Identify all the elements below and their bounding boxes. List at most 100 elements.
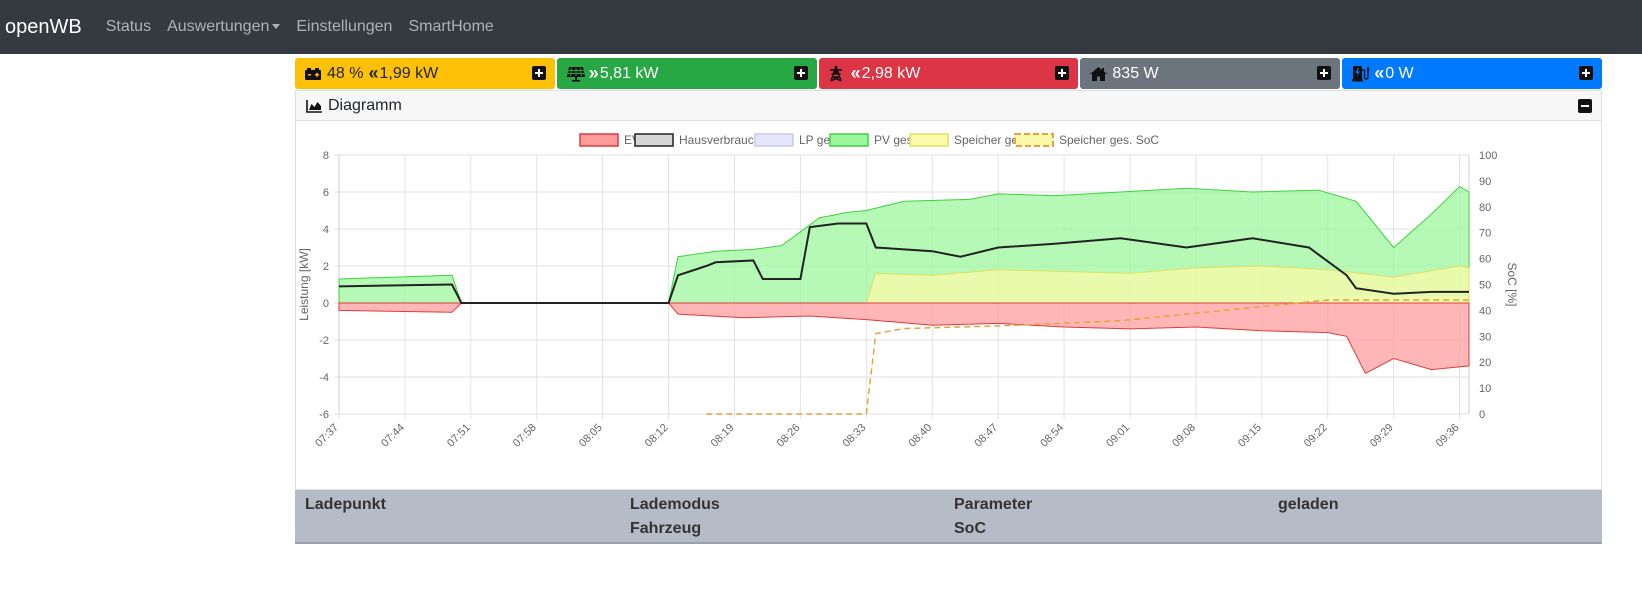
expand-plus-icon[interactable] [793,66,808,80]
x-tick-label: 07:44 [379,422,407,450]
solar-panel-icon [566,66,586,82]
arrow-right-icon: » [588,63,599,83]
chargepoint-table-header: Ladepunkt Lademodus Fahrzeug Parameter S… [295,490,1602,544]
legend-swatch [579,133,619,147]
brand-logo[interactable]: openWB [5,15,82,38]
house-power-value: 835 W [1112,64,1159,82]
y-axis-title: Leistung [kW] [297,248,311,321]
y2-tick-label: 90 [1479,176,1491,188]
expand-plus-icon[interactable] [531,66,546,80]
tile-pv[interactable]: » 5,81 kW [556,58,817,89]
col-ladepunkt: Ladepunkt [305,496,386,513]
legend-swatch [1014,133,1054,147]
battery-power-value: 1,99 kW [379,64,439,82]
x-tick-label: 08:19 [709,422,737,450]
tile-battery[interactable]: 48 % « 1,99 kW [295,58,555,89]
charging-station-icon [1351,66,1371,82]
expand-plus-icon[interactable] [1578,66,1593,80]
y2-tick-label: 100 [1479,150,1497,162]
col-fahrzeug: Fahrzeug [630,520,702,537]
arrow-left-icon: « [368,63,378,83]
y2-tick-label: 50 [1479,280,1491,292]
legend-label: Hausverbrauch [679,133,760,147]
tile-chargepoint[interactable]: « 0 W [1342,58,1602,89]
arrow-left-icon: « [850,63,861,83]
legend-swatch [754,133,794,147]
arrow-left-icon: « [1374,63,1384,83]
x-tick-label: 09:29 [1368,422,1396,450]
y2-tick-label: 70 [1479,228,1491,240]
x-tick-label: 08:54 [1038,422,1066,450]
y2-tick-label: 20 [1479,357,1491,369]
series-area-evu [338,302,1470,374]
series-line-speicher-ges-soc [706,299,1469,415]
chargepoint-power-value: 0 W [1385,64,1414,82]
y2-tick-label: 0 [1479,409,1485,421]
x-tick-label: 07:37 [313,422,341,450]
grid-power-value: 2,98 kW [861,64,921,82]
y2-tick-label: 10 [1479,383,1491,395]
y2-axis-title: SoC [%] [1505,262,1519,306]
y2-tick-label: 30 [1479,331,1491,343]
x-tick-label: 09:01 [1104,422,1132,450]
power-chart: EVUHausverbrauchLP ges.PV ges.Speicher g… [297,133,1519,450]
power-grid-icon [828,65,848,82]
tile-house[interactable]: 835 W [1080,58,1341,89]
diagram-card: Diagramm EVUHausverbrauchLP ges.PV ges.S… [295,90,1602,490]
series-line-hausverbrauch [338,222,1469,304]
y-tick-label: 6 [323,187,329,199]
x-tick-label: 09:08 [1170,422,1198,450]
x-tick-label: 08:26 [775,422,803,450]
col-lademodus: Lademodus [630,496,720,513]
nav-smarthome[interactable]: SmartHome [408,18,494,35]
y-tick-label: -2 [319,335,329,347]
x-tick-label: 07:51 [445,422,473,450]
tile-grid[interactable]: « 2,98 kW [818,58,1079,89]
x-tick-label: 08:33 [841,422,869,450]
x-tick-label: 08:05 [577,422,605,450]
col-soc: SoC [954,520,986,537]
caret-down-icon [272,24,281,30]
legend-label: PV ges. [874,133,916,147]
pv-power-value: 5,81 kW [599,64,659,82]
x-tick-label: 09:15 [1236,422,1264,450]
y-tick-label: 8 [323,150,329,162]
y-tick-label: 0 [323,298,329,310]
col-geladen: geladen [1278,496,1339,513]
legend-swatch [909,133,949,147]
diagram-card-header: Diagramm [296,91,1601,121]
x-tick-label: 08:40 [906,422,934,450]
expand-plus-icon[interactable] [1317,66,1332,80]
nav-auswertungen-dropdown[interactable]: Auswertungen [167,18,281,36]
chart-area-icon [306,99,323,113]
col-parameter: Parameter [954,496,1033,513]
y2-tick-label: 80 [1479,202,1491,214]
diagram-title: Diagramm [328,96,402,114]
battery-soc: 48 % [327,64,364,82]
top-navbar: openWB Status Auswertungen Einstellungen… [0,0,1642,54]
car-battery-icon [304,66,324,82]
expand-plus-icon[interactable] [1055,66,1070,80]
nav-status[interactable]: Status [105,18,152,35]
x-tick-label: 07:58 [511,422,539,450]
house-icon [1089,66,1109,82]
y2-tick-label: 40 [1479,305,1491,317]
legend-swatch [634,133,674,147]
x-tick-label: 08:12 [643,422,671,450]
collapse-minus-icon[interactable] [1578,99,1592,113]
x-tick-label: 09:22 [1302,422,1330,450]
legend-label: Speicher ges. [954,133,1027,147]
legend-swatch [829,133,869,147]
y2-tick-label: 60 [1479,254,1491,266]
y-tick-label: -6 [319,409,329,421]
x-tick-label: 08:47 [972,422,1000,450]
y-tick-label: 4 [323,224,329,236]
nav-auswertungen-label: Auswertungen [167,18,270,35]
y-tick-label: -4 [319,372,329,384]
legend-label: Speicher ges. SoC [1059,133,1159,147]
x-tick-label: 09:36 [1434,422,1462,450]
series-area-speicher-ges- [865,265,1470,304]
y-tick-label: 2 [323,261,329,273]
status-tiles: 48 % « 1,99 kW » 5,81 kW « 2,98 kW 835 W… [295,58,1602,89]
nav-einstellungen[interactable]: Einstellungen [296,18,393,35]
